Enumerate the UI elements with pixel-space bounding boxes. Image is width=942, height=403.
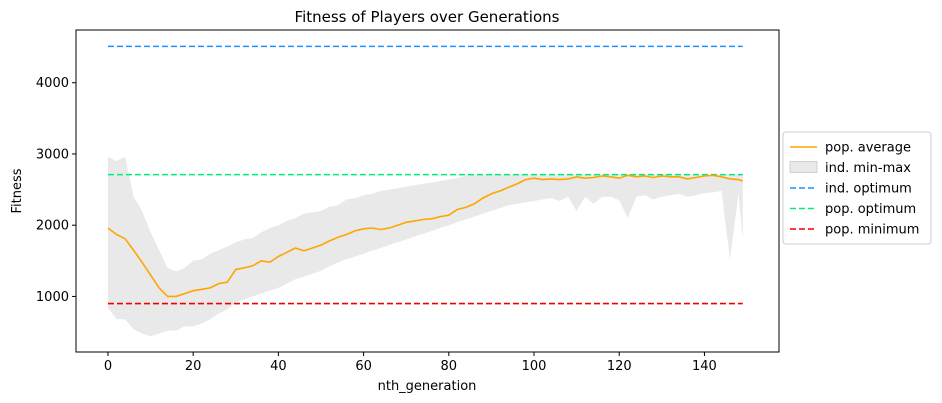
x-tick-label: 140: [692, 359, 717, 374]
series-layer: [107, 174, 744, 298]
x-tick-label: 100: [522, 359, 547, 374]
x-tick-label: 120: [607, 359, 632, 374]
y-tick-label: 3000: [36, 147, 69, 162]
legend: pop. average ind. min-max ind. optimum pop.…: [782, 131, 932, 245]
x-tick-label: 0: [104, 359, 112, 374]
legend-label-pop-minimum: pop. minimum: [825, 223, 919, 238]
x-tick-label: 80: [441, 359, 458, 374]
band-layer: [108, 156, 743, 337]
x-tick-label: 20: [185, 359, 202, 374]
x-tick-label: 40: [270, 359, 287, 374]
y-axis-label: Fitness: [10, 168, 25, 213]
legend-label-band: ind. min-max: [825, 161, 911, 176]
x-tick-label: 60: [355, 359, 372, 374]
series-line-pop-average: [107, 174, 744, 298]
plot-frame: [75, 29, 780, 353]
legend-label-average: pop. average: [825, 141, 911, 156]
reference-lines: [107, 45, 743, 305]
y-tick-label: 2000: [36, 219, 69, 234]
y-axis-ticks: 1000 2000 3000 4000: [36, 76, 76, 305]
x-axis-label: nth_generation: [378, 379, 477, 394]
legend-swatch-band: [789, 161, 818, 173]
y-tick-label: 1000: [36, 290, 69, 305]
legend-box: [782, 131, 932, 245]
y-tick-label: 4000: [36, 76, 69, 91]
chart-title: Fitness of Players over Generations: [295, 8, 560, 26]
series-band-ind-min-max: [108, 156, 743, 337]
legend-label-ind-optimum: ind. optimum: [825, 182, 912, 197]
x-axis-ticks: 0 20 40 60 80 100 120 140: [104, 352, 717, 374]
legend-label-pop-optimum: pop. optimum: [825, 202, 916, 217]
